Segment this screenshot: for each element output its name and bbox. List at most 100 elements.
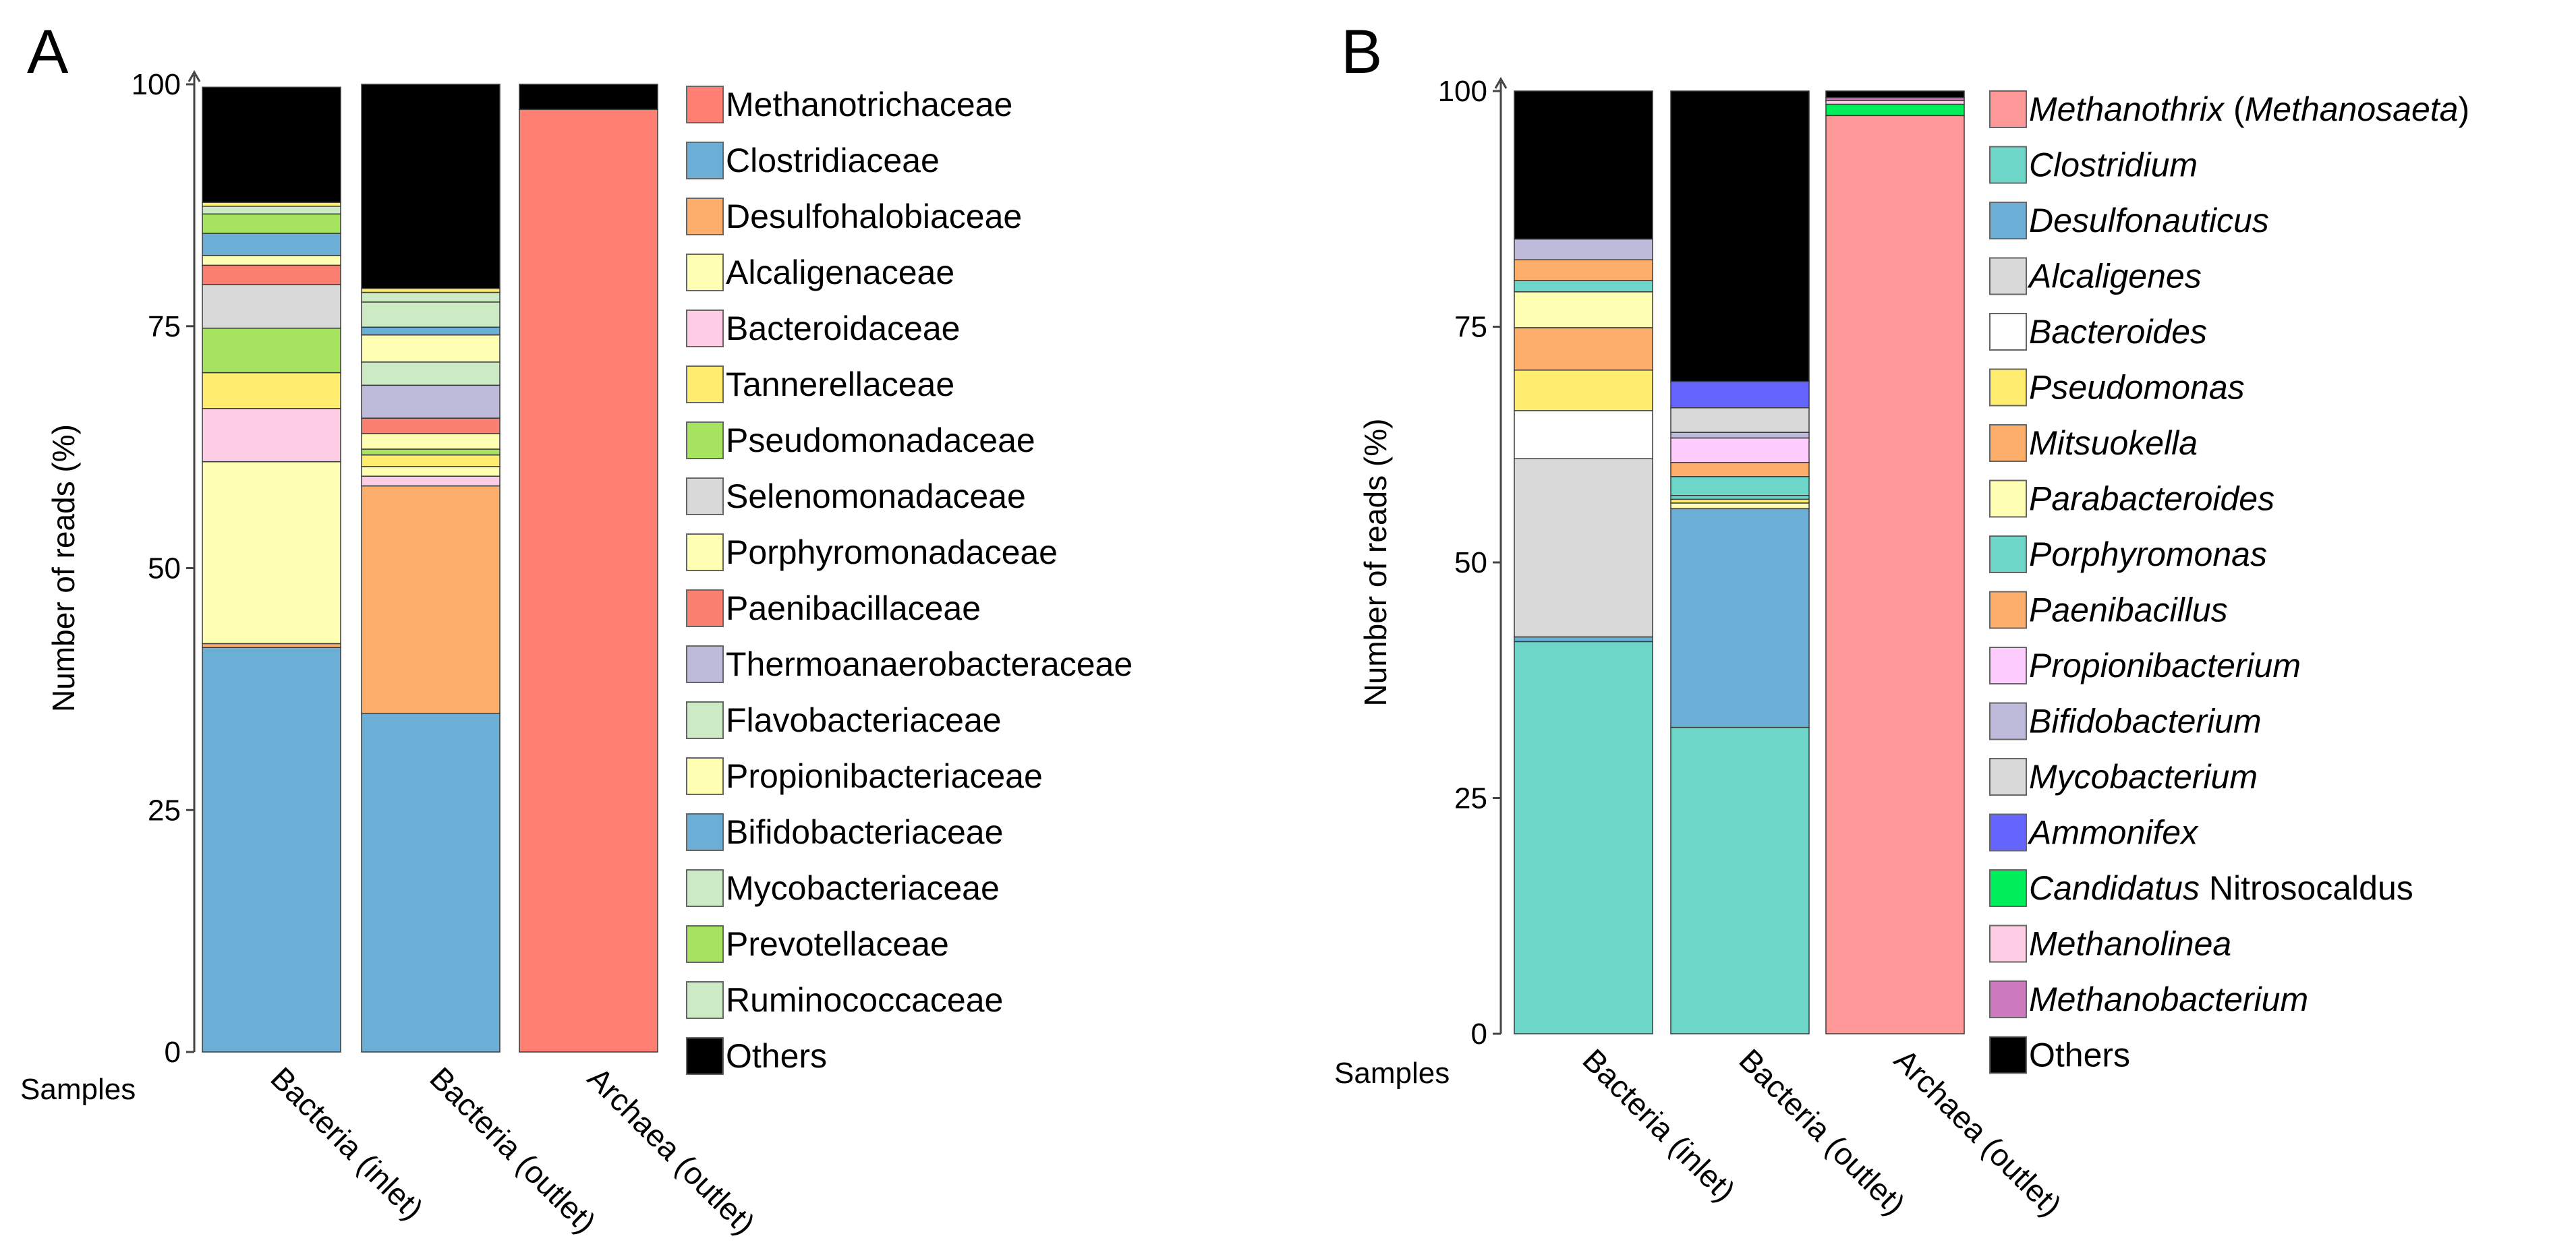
y-axis-label: Number of reads (%) [46, 424, 81, 712]
legend-swatch-desulfohalobiaceae [686, 198, 724, 235]
x-axis-label: Samples [20, 1073, 136, 1106]
legend-swatch-methanotrichaceae [686, 86, 724, 123]
legend-label-main: Alcaligenes [2027, 258, 2202, 295]
legend-swatch-bacteroides [1989, 313, 2027, 351]
legend-label-tannerellaceae: Tannerellaceae [726, 365, 954, 403]
legend-swatch-propionibacteriaceae [686, 757, 724, 795]
bar-segment-methanolinea [1825, 100, 1965, 105]
bar-segment-parabacteroides [1670, 502, 1810, 510]
legend-swatch-tannerellaceae [686, 365, 724, 403]
y-tick-label: 75 [148, 310, 181, 343]
bar-segment-porphyromonas-upper [1670, 476, 1810, 496]
bar-segment-bacteroidaceae [202, 407, 341, 463]
legend-label-main: Methanobacterium [2029, 980, 2308, 1018]
bar-segment-mitsuokella [1514, 327, 1653, 371]
y-tick-label: 100 [132, 68, 181, 101]
legend-swatch-ammonifex [1989, 813, 2027, 852]
bar-segment-paenibacillaceae [361, 417, 500, 434]
legend-label-alcaligenes: Alcaligenes [2027, 258, 2202, 295]
legend-label-bacteroidaceae: Bacteroidaceae [726, 310, 960, 347]
bar-segment-desulfonauticus [1670, 508, 1810, 728]
legend-swatch-porphyromonadaceae [686, 533, 724, 571]
bar-segment-others [361, 84, 500, 289]
legend-label-ammonifex: Ammonifex [2027, 814, 2199, 852]
bar-segment-others [1514, 90, 1653, 240]
legend-label-main: Methanotrichaceae [726, 86, 1012, 123]
legend-label-suffix: ( [2224, 90, 2245, 128]
legend-label-main: Ruminococcaceae [726, 981, 1003, 1019]
bar-segment-clostridiaceae [361, 326, 500, 336]
legend-label-bifidobacteriaceae: Bifidobacteriaceae [726, 813, 1003, 851]
legend-label-paenibacillus: Paenibacillus [2029, 591, 2228, 629]
bar-segment-others [1825, 90, 1965, 98]
x-axis-label: Samples [1334, 1057, 1450, 1090]
legend-label-mitsuokella: Mitsuokella [2029, 424, 2198, 462]
legend-swatch-methanobacterium [1989, 980, 2027, 1018]
panel-b-chart: 0 25 50 75 100 Number of reads (%) Samples Bact… [1334, 75, 2469, 1223]
bar-segment-desulfohalobiaceae [361, 485, 500, 714]
legend-swatch-methanolinea [1989, 925, 2027, 963]
y-tick-label: 25 [1454, 782, 1487, 815]
legend-label-clostridium: Clostridium [2029, 146, 2198, 184]
bar-segment-porphyromonas [1670, 494, 1810, 500]
legend-swatch-candidatus [1989, 869, 2027, 907]
bar-segment-clostridiaceae [202, 233, 341, 256]
legend-label-main: Propionibacterium [2029, 647, 2301, 684]
bar-segment-bacteroides [1514, 410, 1653, 459]
bar-segment-candidatus-nitrosocaldus [1825, 103, 1965, 117]
bar-segment-mycobacterium [1514, 458, 1653, 638]
legend-label-main: Selenomonadaceae [726, 477, 1026, 515]
y-tick-label: 100 [1438, 75, 1487, 108]
legend-swatch-alcaligenaceae [686, 254, 724, 291]
legend-label-propionibacteriaceae: Propionibacteriaceae [726, 757, 1043, 795]
legend-label-bifidobacterium: Bifidobacterium [2029, 703, 2262, 740]
legend-swatch-desulfonauticus [1989, 202, 2027, 239]
bar-segment-others [519, 84, 658, 111]
legend-swatch-thermoanaerobacteraceae [686, 645, 724, 683]
legend-label-candidatus: Candidatus Nitrosocaldus [2029, 869, 2413, 907]
y-tick-label: 0 [1471, 1018, 1487, 1051]
y-tick-label: 50 [148, 552, 181, 585]
bar-segment-prevotellaceae [202, 213, 341, 234]
legend-swatch-mycobacterium [1989, 758, 2027, 796]
bar-segment-pseudomonas-upper [1514, 370, 1653, 411]
bar-segment-bifidobacteriaceae [361, 713, 500, 1053]
y-axis-arrow [188, 69, 201, 82]
legend-swatch-parabacteroides [1989, 479, 2027, 518]
legend-label-main: Alcaligenaceae [726, 254, 954, 291]
legend-label-mycobacterium: Mycobacterium [2029, 758, 2258, 796]
legend-swatch-ruminococcaceae [686, 981, 724, 1019]
legend-label-main: Propionibacteriaceae [726, 757, 1043, 795]
category-label: Archaea (outlet) [581, 1060, 762, 1241]
legend-label-desulfonauticus: Desulfonauticus [2029, 202, 2269, 239]
bar-segment-tannerellaceae [361, 454, 500, 467]
bar-segment-ruminococcaceae [361, 291, 500, 303]
bar-segment-alcaligenes [1670, 407, 1810, 433]
legend-label-main: Candidatus [2029, 869, 2200, 907]
legend-label-prevotellaceae: Prevotellaceae [726, 925, 949, 963]
bar-segment-bacteroidaceae [361, 475, 500, 487]
bar-segment-tannerellaceae-top [361, 288, 500, 293]
bar-segment-porphyromonas-top [1514, 280, 1653, 293]
legend-label-main: Flavobacteriaceae [726, 701, 1002, 739]
legend-swatch-others [686, 1037, 724, 1075]
bar-segment-selenomonadaceae [202, 284, 341, 329]
legend-label-main: Clostridium [2029, 146, 2198, 184]
legend-label-main: Bifidobacterium [2029, 703, 2262, 740]
legend-label-main: Pseudomonas [2029, 369, 2245, 407]
legend-label-pseudomonadaceae: Pseudomonadaceae [726, 421, 1035, 459]
bar-segment-porphyromonadaceae-top [361, 334, 500, 363]
legend-label-methanolinea: Methanolinea [2029, 925, 2231, 963]
legend-swatch-clostridiaceae [686, 142, 724, 179]
legend-label-main: Methanolinea [2029, 925, 2231, 963]
legend-label-main: Porphyromonas [2029, 535, 2267, 573]
bar-segment-methanotrichaceae [519, 109, 658, 1053]
legend-label-main: Mycobacterium [2029, 758, 2258, 796]
legend-label-methanobacterium: Methanobacterium [2029, 980, 2308, 1018]
legend-label-mycobacteriaceae: Mycobacteriaceae [726, 869, 1000, 907]
bar-segment-alcaligenaceae [361, 466, 500, 477]
bar-segment-pseudomonadaceae [361, 448, 500, 456]
bar-segment-bifidobacterium-top [1514, 238, 1653, 260]
bar-segment-propionibacterium [1670, 437, 1810, 463]
